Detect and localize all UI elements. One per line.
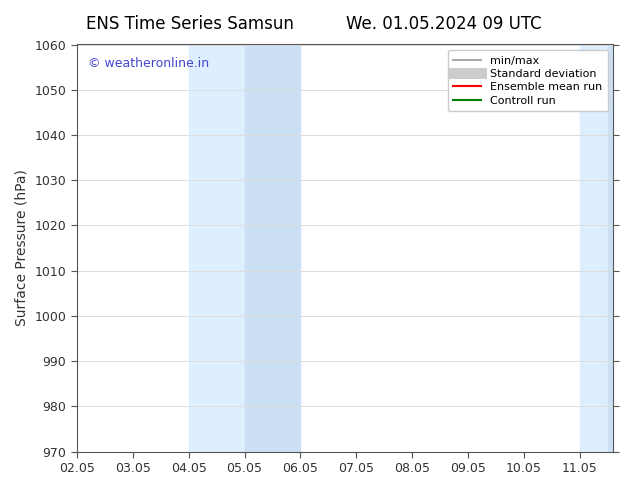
Text: © weatheronline.in: © weatheronline.in <box>87 57 209 70</box>
Legend: min/max, Standard deviation, Ensemble mean run, Controll run: min/max, Standard deviation, Ensemble me… <box>448 50 608 111</box>
Bar <box>189 45 245 452</box>
Bar <box>580 45 608 452</box>
Bar <box>608 45 634 452</box>
Bar <box>245 45 301 452</box>
Text: We. 01.05.2024 09 UTC: We. 01.05.2024 09 UTC <box>346 15 541 33</box>
Text: ENS Time Series Samsun: ENS Time Series Samsun <box>86 15 294 33</box>
Y-axis label: Surface Pressure (hPa): Surface Pressure (hPa) <box>15 170 29 326</box>
